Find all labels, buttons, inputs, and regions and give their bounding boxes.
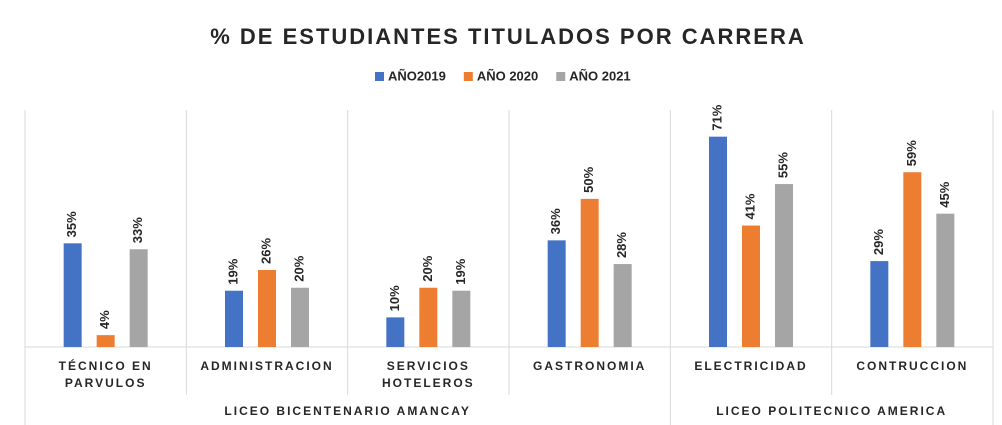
legend-label: AÑO2019: [388, 68, 446, 83]
data-label: 20%: [420, 255, 435, 281]
x-tick-label: GASTRONOMIA: [533, 359, 646, 373]
data-label: 59%: [904, 140, 919, 166]
x-tick-label: ELECTRICIDAD: [694, 359, 807, 373]
data-label: 19%: [225, 258, 240, 284]
data-label: 20%: [291, 255, 306, 281]
bar: [291, 287, 309, 347]
data-label: 71%: [709, 104, 724, 130]
data-label: 41%: [742, 193, 757, 219]
data-label: 35%: [64, 211, 79, 237]
bar: [547, 240, 566, 347]
chart-title: % DE ESTUDIANTES TITULADOS POR CARRERA: [210, 24, 805, 49]
data-label: 45%: [937, 181, 952, 207]
x-tick-label: ADMINISTRACION: [200, 359, 333, 373]
data-label: 33%: [130, 217, 145, 243]
bar: [580, 198, 599, 347]
data-label: 4%: [97, 310, 112, 329]
x-tick-label: SERVICIOS HOTELEROS: [382, 359, 475, 390]
data-label: 26%: [258, 238, 273, 264]
data-label: 28%: [614, 232, 629, 258]
bar: [63, 243, 82, 347]
legend-swatch: [556, 72, 566, 81]
data-label: 55%: [775, 152, 790, 178]
bar: [742, 225, 760, 347]
group-label: LICEO BICENTENARIO AMANCAY: [224, 404, 470, 418]
legend-swatch: [463, 72, 473, 81]
bar: [386, 317, 405, 347]
data-label: 36%: [548, 208, 563, 234]
bar: [96, 335, 115, 347]
data-label: 10%: [387, 285, 402, 311]
bar: [709, 136, 727, 347]
data-label: 29%: [871, 229, 886, 255]
group-label: LICEO POLITECNICO AMERICA: [716, 404, 947, 418]
bar: [936, 213, 955, 347]
legend-label: AÑO 2020: [477, 68, 538, 83]
data-label: 19%: [453, 258, 468, 284]
bar: [129, 249, 148, 347]
x-tick-label: TÉCNICO EN PARVULOS: [59, 358, 153, 390]
bar: [903, 172, 922, 347]
bar: [225, 290, 243, 347]
bar: [452, 290, 471, 347]
data-label: 50%: [581, 166, 596, 192]
bar: [419, 287, 438, 347]
bar: [258, 269, 276, 347]
bar: [775, 184, 793, 347]
legend-swatch: [375, 72, 384, 81]
bar: [613, 264, 632, 347]
x-tick-label: CONTRUCCION: [856, 359, 968, 373]
bar: [870, 261, 889, 347]
legend-label: AÑO 2021: [569, 68, 630, 83]
